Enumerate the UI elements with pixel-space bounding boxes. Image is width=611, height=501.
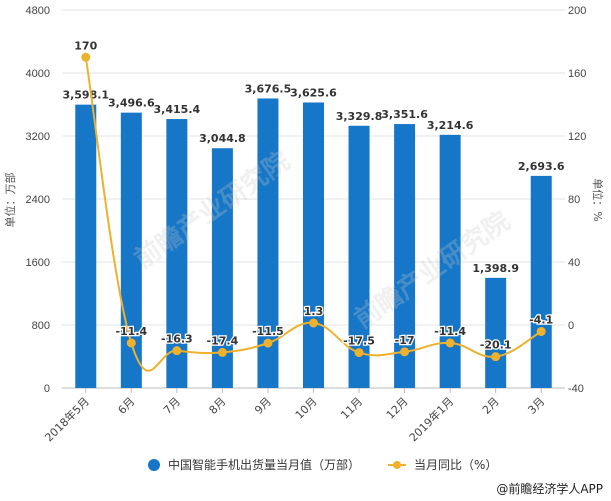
left-tick-label: 3200 <box>26 131 50 143</box>
legend-bar-marker-icon <box>148 458 160 471</box>
category-label: 9月 <box>252 395 274 417</box>
bar-value-label: 3,044.8 <box>199 132 246 145</box>
bar-value-label: 3,598.1 <box>62 89 109 102</box>
bar-value-label: 3,351.6 <box>381 108 428 121</box>
category-label: 2018年5月 <box>42 394 92 444</box>
category-label: 2019年1月 <box>406 394 456 444</box>
left-tick-label: 4000 <box>26 68 50 80</box>
bar-value-label: 1,398.9 <box>472 262 519 275</box>
line-point[interactable] <box>126 338 136 348</box>
bar[interactable] <box>439 134 461 388</box>
left-tick-label: 800 <box>32 320 50 332</box>
line-value-label: -17.5 <box>343 335 375 348</box>
line-point[interactable] <box>400 347 410 357</box>
line-point[interactable] <box>354 348 364 358</box>
line-point[interactable] <box>536 326 546 336</box>
bar-value-label: 3,415.4 <box>154 103 201 116</box>
bar-value-label: 3,214.6 <box>427 119 474 132</box>
left-tick-label: 4800 <box>26 5 50 17</box>
bar-value-label: 3,625.6 <box>290 86 337 99</box>
chart-canvas: 0 800 1600 2400 3200 4000 4800 -40 0 40 80 120 160 2… <box>3 5 605 444</box>
right-tick-label: 200 <box>568 5 586 17</box>
category-label: 10月 <box>293 395 320 422</box>
left-y-axis: 0 800 1600 2400 3200 4000 4800 <box>26 5 50 395</box>
line-point[interactable] <box>309 318 318 328</box>
category-label: 11月 <box>338 395 365 422</box>
legend-bar-label: 中国智能手机出货量当月值（万部） <box>168 458 361 472</box>
source-credit: @前瞻经济学人APP <box>496 482 603 496</box>
right-tick-label: 160 <box>568 68 586 80</box>
left-tick-label: 0 <box>44 383 50 395</box>
line-point[interactable] <box>81 52 91 62</box>
category-label: 12月 <box>384 395 411 422</box>
bar[interactable] <box>257 98 279 389</box>
left-tick-label: 1600 <box>26 257 50 269</box>
bar[interactable] <box>211 148 233 388</box>
line-value-label: 170 <box>74 39 97 52</box>
left-tick-label: 2400 <box>26 194 50 206</box>
line-point[interactable] <box>491 352 501 362</box>
right-tick-label: 120 <box>568 131 586 143</box>
right-tick-label: 40 <box>568 257 580 269</box>
line-value-label: -17 <box>395 334 415 347</box>
bar[interactable] <box>530 175 552 388</box>
bar-value-label: 2,693.6 <box>518 160 565 173</box>
line-value-label: -11.4 <box>434 325 466 338</box>
category-label: 2月 <box>480 395 502 417</box>
bar[interactable] <box>485 277 507 388</box>
legend: 中国智能手机出货量当月值（万部） 当月同比（%） <box>148 456 525 473</box>
line-point[interactable] <box>172 346 182 356</box>
right-axis-title: 单位：% <box>591 178 605 221</box>
right-tick-label: 80 <box>568 194 580 206</box>
line-point[interactable] <box>445 338 455 348</box>
line-value-label: -11.5 <box>252 325 284 338</box>
right-tick-label: 0 <box>568 320 574 332</box>
category-label: 6月 <box>116 395 138 417</box>
line-value-label: -16.3 <box>161 333 193 346</box>
bar[interactable] <box>166 119 188 389</box>
line-value-label: -11.4 <box>115 325 147 338</box>
bar[interactable] <box>303 102 324 388</box>
line-value-label: 1.3 <box>304 305 324 318</box>
right-tick-label: -40 <box>568 383 584 395</box>
left-axis-title: 单位：万部 <box>3 173 17 228</box>
bar-series: 3,598.13,496.63,415.4 3,044.8 3,676.53,625… <box>62 82 565 389</box>
line-point[interactable] <box>217 347 227 357</box>
bar-value-label: 3,329.8 <box>336 110 383 123</box>
legend-line-label: 当月同比（%） <box>414 458 498 472</box>
bar-value-label: 3,676.5 <box>245 82 292 95</box>
line-point[interactable] <box>263 338 273 348</box>
right-y-axis: -40 0 40 80 120 160 200 <box>568 5 586 395</box>
category-label: 8月 <box>207 395 229 417</box>
legend-item-shipments[interactable]: 中国智能手机出货量当月值（万部） <box>148 456 360 473</box>
line-value-label: -20.1 <box>480 339 512 352</box>
legend-line-marker-icon <box>388 460 407 469</box>
line-value-label: -17.4 <box>207 334 239 347</box>
bar[interactable] <box>394 124 416 389</box>
bar-value-label: 3,496.6 <box>108 97 155 110</box>
category-label: 7月 <box>161 395 183 417</box>
bar[interactable] <box>75 104 97 388</box>
bar[interactable] <box>348 125 370 388</box>
category-label: 3月 <box>525 395 547 417</box>
legend-item-yoy[interactable]: 当月同比（%） <box>388 456 497 473</box>
line-series: 170 -11.4 -16.3 -17.4 -11.5 1.3 -17.5 -17 -11.4 -… <box>73 38 555 372</box>
line-value-label: -4.1 <box>529 313 553 326</box>
